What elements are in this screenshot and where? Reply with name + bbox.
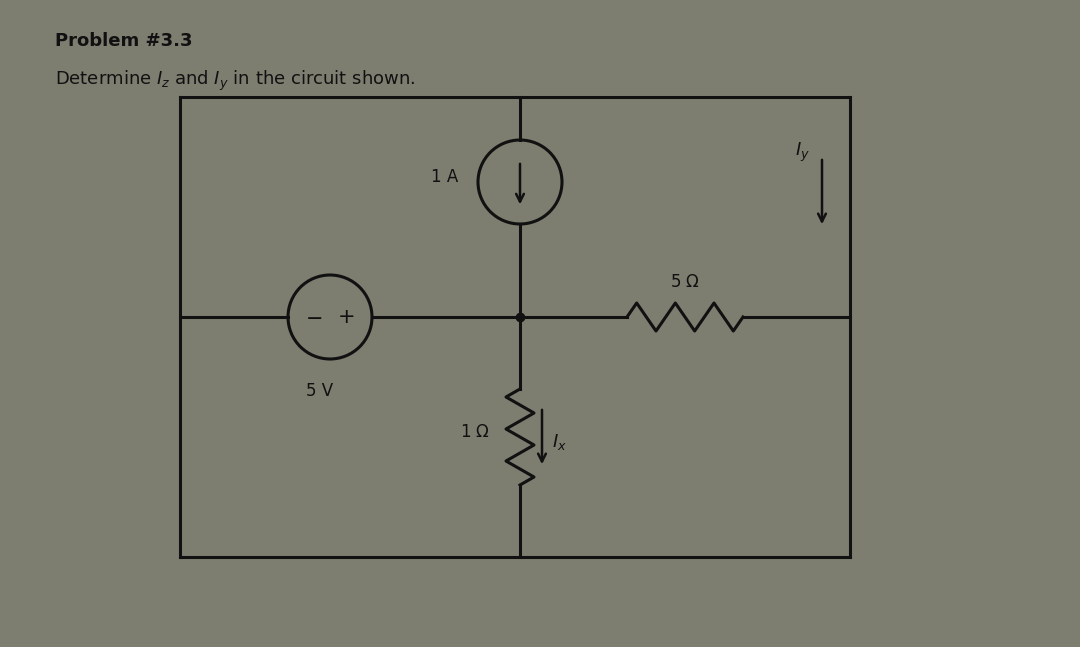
Text: 1 $\Omega$: 1 $\Omega$ [460, 423, 490, 441]
Text: 5 V: 5 V [307, 382, 334, 400]
Text: Problem #3.3: Problem #3.3 [55, 32, 192, 50]
Text: $I_y$: $I_y$ [795, 141, 810, 164]
Text: $+$: $+$ [337, 307, 354, 327]
Text: $-$: $-$ [306, 307, 323, 327]
Text: 5 $\Omega$: 5 $\Omega$ [670, 273, 700, 291]
Text: $I_x$: $I_x$ [552, 432, 567, 452]
Text: Determine $I_z$ and $I_y$ in the circuit shown.: Determine $I_z$ and $I_y$ in the circuit… [55, 69, 416, 93]
Text: 1 A: 1 A [431, 168, 458, 186]
